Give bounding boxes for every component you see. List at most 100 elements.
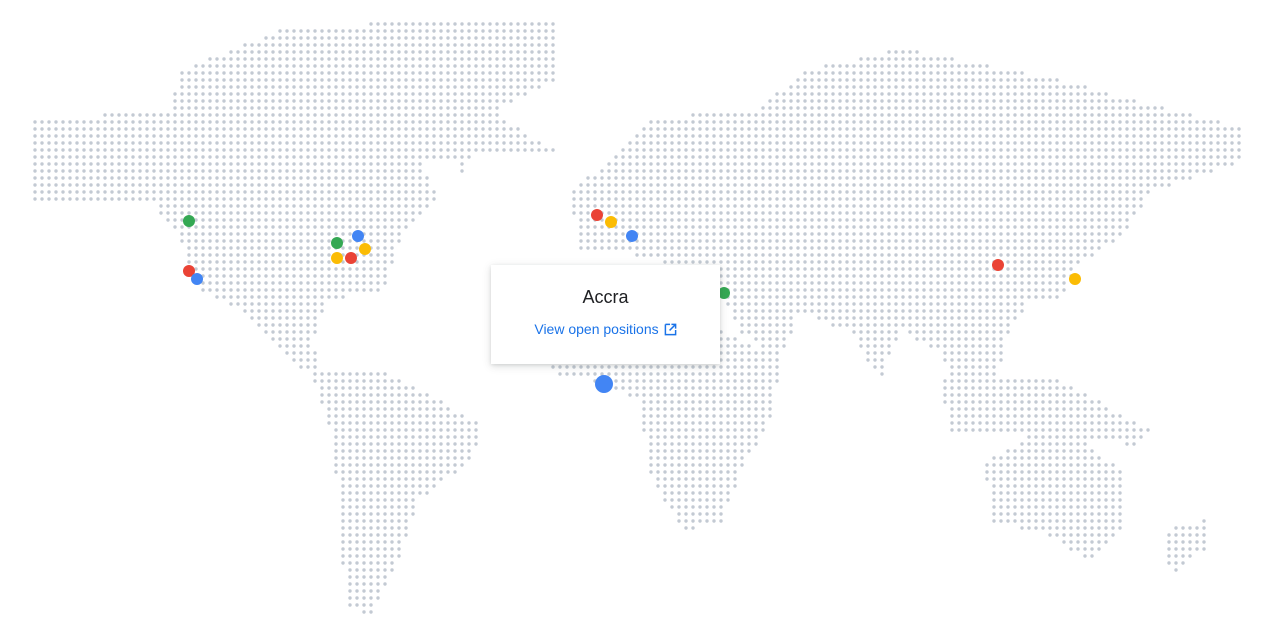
land-dot (957, 176, 961, 180)
land-dot (859, 225, 863, 229)
land-dot (1013, 92, 1017, 96)
land-dot (173, 190, 177, 194)
land-dot (726, 351, 730, 355)
land-dot (733, 232, 737, 236)
land-dot (782, 218, 786, 222)
land-dot (957, 113, 961, 117)
land-dot (607, 190, 611, 194)
land-dot (313, 295, 317, 299)
land-dot (824, 134, 828, 138)
land-dot (1055, 92, 1059, 96)
land-dot (761, 365, 765, 369)
land-dot (1097, 169, 1101, 173)
land-dot (810, 281, 814, 285)
land-dot (306, 260, 310, 264)
land-dot (880, 337, 884, 341)
land-dot (761, 239, 765, 243)
land-dot (775, 288, 779, 292)
land-dot (250, 155, 254, 159)
land-dot (348, 78, 352, 82)
land-dot (362, 36, 366, 40)
land-dot (313, 365, 317, 369)
land-dot (1139, 120, 1143, 124)
land-dot (579, 211, 583, 215)
land-dot (859, 239, 863, 243)
land-dot (222, 204, 226, 208)
land-dot (663, 176, 667, 180)
land-dot (47, 190, 51, 194)
land-dot (579, 197, 583, 201)
land-dot (754, 316, 758, 320)
land-dot (1027, 190, 1031, 194)
land-dot (789, 330, 793, 334)
land-dot (698, 162, 702, 166)
land-dot (761, 309, 765, 313)
land-dot (327, 246, 331, 250)
land-dot (628, 218, 632, 222)
land-dot (1020, 190, 1024, 194)
land-dot (54, 183, 58, 187)
land-dot (215, 169, 219, 173)
land-dot (285, 64, 289, 68)
land-dot (33, 162, 37, 166)
land-dot (642, 211, 646, 215)
land-dot (1132, 176, 1136, 180)
land-dot (747, 323, 751, 327)
land-dot (1139, 176, 1143, 180)
land-dot (481, 148, 485, 152)
land-dot (740, 120, 744, 124)
land-dot (103, 134, 107, 138)
land-dot (285, 190, 289, 194)
land-dot (292, 148, 296, 152)
land-dot (544, 78, 548, 82)
land-dot (411, 99, 415, 103)
land-dot (397, 120, 401, 124)
land-dot (495, 50, 499, 54)
land-dot (180, 218, 184, 222)
land-dot (1118, 169, 1122, 173)
land-dot (838, 127, 842, 131)
land-dot (432, 29, 436, 33)
land-dot (1111, 106, 1115, 110)
land-dot (929, 253, 933, 257)
land-dot (971, 365, 975, 369)
land-dot (614, 183, 618, 187)
land-dot (355, 218, 359, 222)
land-dot (999, 246, 1003, 250)
land-dot (971, 134, 975, 138)
land-dot (866, 239, 870, 243)
land-dot (502, 148, 506, 152)
land-dot (922, 148, 926, 152)
land-dot (257, 232, 261, 236)
land-dot (439, 127, 443, 131)
land-dot (950, 344, 954, 348)
land-dot (845, 218, 849, 222)
land-dot (663, 134, 667, 138)
land-dot (831, 127, 835, 131)
land-dot (964, 337, 968, 341)
land-dot (824, 281, 828, 285)
land-dot (831, 288, 835, 292)
land-dot (1048, 267, 1052, 271)
land-dot (1027, 120, 1031, 124)
land-dot (285, 246, 289, 250)
land-dot (180, 176, 184, 180)
land-dot (383, 120, 387, 124)
land-dot (278, 323, 282, 327)
land-dot (852, 260, 856, 264)
land-dot (166, 141, 170, 145)
land-dot (299, 120, 303, 124)
land-dot (880, 183, 884, 187)
land-dot (1104, 155, 1108, 159)
land-dot (712, 372, 716, 376)
land-dot (747, 218, 751, 222)
land-dot (250, 267, 254, 271)
land-dot (1069, 197, 1073, 201)
land-dot (978, 281, 982, 285)
land-dot (796, 141, 800, 145)
land-dot (187, 183, 191, 187)
land-dot (971, 190, 975, 194)
land-dot (621, 365, 625, 369)
land-dot (383, 274, 387, 278)
land-dot (271, 120, 275, 124)
